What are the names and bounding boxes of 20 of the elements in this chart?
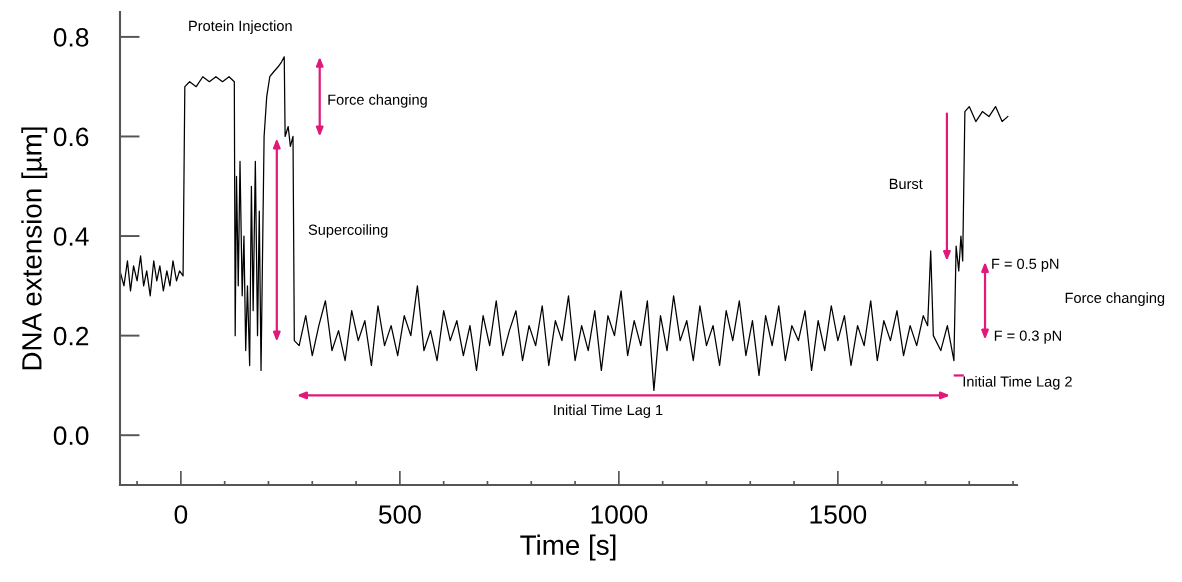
x-tick-label: 0 bbox=[174, 505, 188, 524]
annotation: Supercoiling bbox=[308, 224, 388, 238]
annotation: Force changing bbox=[328, 94, 427, 108]
annotation: F = 0.5 pN bbox=[992, 258, 1059, 272]
annotation: Protein Injection bbox=[189, 20, 292, 34]
x-tick-label: 500 bbox=[378, 505, 421, 524]
y-tick-label: 0.8 bbox=[53, 28, 89, 47]
x-tick-label: 1000 bbox=[591, 505, 648, 524]
y-tick-label: 0.6 bbox=[53, 127, 89, 147]
x-tick-label: 1500 bbox=[810, 505, 867, 524]
x-axis-title: Time [s] bbox=[520, 534, 616, 561]
y-tick-label: 0.0 bbox=[53, 426, 89, 446]
y-tick-label: 0.2 bbox=[53, 326, 89, 346]
annotation: Initial Time Lag 2 bbox=[963, 376, 1072, 390]
y-tick-label: 0.4 bbox=[53, 227, 89, 246]
annotation: Burst bbox=[889, 178, 923, 190]
y-axis-title: DNA extension [µm] bbox=[21, 127, 48, 370]
annotation: F = 0.3 pN bbox=[994, 330, 1061, 344]
annotation: Initial Time Lag 1 bbox=[554, 404, 663, 419]
text: Force changing bbox=[1065, 292, 1165, 306]
